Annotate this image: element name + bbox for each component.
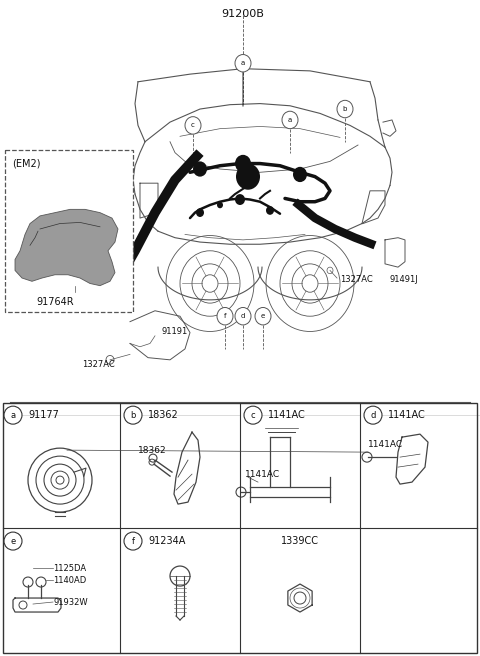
Circle shape: [235, 155, 251, 173]
Circle shape: [193, 161, 207, 176]
Text: f: f: [132, 537, 134, 546]
Circle shape: [255, 308, 271, 325]
Circle shape: [124, 532, 142, 550]
Text: c: c: [251, 411, 255, 420]
Circle shape: [293, 167, 307, 182]
Text: 1125DA: 1125DA: [53, 564, 86, 573]
Text: 91932W: 91932W: [53, 598, 88, 607]
Text: 1141AC: 1141AC: [368, 440, 403, 449]
Circle shape: [244, 406, 262, 424]
Text: 1141AC: 1141AC: [268, 410, 306, 420]
Text: 91764R: 91764R: [36, 297, 74, 306]
Text: e: e: [11, 537, 16, 546]
Circle shape: [235, 194, 245, 205]
Text: a: a: [241, 60, 245, 66]
Text: d: d: [241, 313, 245, 319]
Text: a: a: [288, 117, 292, 123]
Text: b: b: [343, 106, 347, 112]
Text: 18362: 18362: [148, 410, 179, 420]
Text: 91200B: 91200B: [222, 9, 264, 19]
Text: 91491J: 91491J: [390, 275, 419, 284]
Circle shape: [4, 532, 22, 550]
Text: d: d: [370, 411, 376, 420]
Circle shape: [185, 117, 201, 134]
Text: 18362: 18362: [138, 445, 167, 455]
FancyBboxPatch shape: [5, 150, 133, 312]
Circle shape: [4, 406, 22, 424]
Text: 1140AD: 1140AD: [53, 575, 86, 584]
Circle shape: [124, 406, 142, 424]
Circle shape: [282, 112, 298, 129]
Text: a: a: [11, 411, 15, 420]
Text: c: c: [191, 123, 195, 129]
Circle shape: [364, 406, 382, 424]
Circle shape: [236, 163, 260, 190]
Circle shape: [337, 100, 353, 118]
Text: 1339CC: 1339CC: [281, 536, 319, 546]
Circle shape: [196, 208, 204, 217]
Text: 91177: 91177: [28, 410, 59, 420]
Text: b: b: [130, 411, 136, 420]
Polygon shape: [15, 209, 118, 285]
Text: 91191: 91191: [162, 327, 188, 336]
Text: 1141AC: 1141AC: [388, 410, 426, 420]
Text: f: f: [224, 313, 226, 319]
Circle shape: [217, 202, 223, 208]
Circle shape: [217, 308, 233, 325]
Text: 1327AC: 1327AC: [340, 275, 373, 284]
Text: 1327AC: 1327AC: [82, 360, 115, 369]
Text: e: e: [261, 313, 265, 319]
Text: 91234A: 91234A: [148, 536, 185, 546]
Circle shape: [266, 206, 274, 215]
Text: 1141AC: 1141AC: [245, 470, 280, 479]
Text: (EM2): (EM2): [12, 158, 40, 168]
Circle shape: [235, 54, 251, 72]
Circle shape: [235, 308, 251, 325]
